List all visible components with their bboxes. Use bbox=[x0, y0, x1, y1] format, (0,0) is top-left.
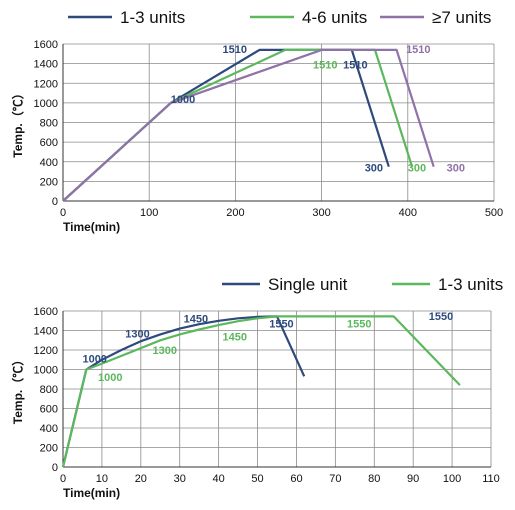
y-tick-label: 1200 bbox=[34, 78, 58, 90]
y-tick-label: 1400 bbox=[34, 59, 58, 71]
chart-2: 0 10 20 30 40 50 60 70 80 90 100 110 0 200 400 600 800 10… bbox=[10, 275, 503, 500]
series-line-2 bbox=[61, 315, 461, 468]
y-tick-label: 200 bbox=[40, 443, 58, 455]
x-tick-label: 60 bbox=[290, 473, 302, 485]
y-tick-label: 1000 bbox=[34, 365, 58, 377]
series-line-1 bbox=[62, 48, 390, 202]
data-label: 300 bbox=[365, 163, 383, 175]
x-tick-label: 70 bbox=[329, 473, 341, 485]
legend-label: 1-3 units bbox=[438, 275, 503, 294]
x-tick-label: 500 bbox=[485, 207, 503, 219]
legend-label: ≥7 units bbox=[432, 8, 491, 27]
y-axis-label: Temp.（℃） bbox=[10, 87, 25, 157]
data-label: 1000 bbox=[98, 372, 122, 384]
chart-1: 0 100 200 300 400 500 0 200 400 600 800 1000 1200 140… bbox=[10, 8, 503, 234]
x-tick-label: 200 bbox=[226, 207, 244, 219]
y-tick-label: 200 bbox=[40, 176, 58, 188]
data-label: 1450 bbox=[184, 314, 208, 326]
x-tick-label: 300 bbox=[312, 207, 330, 219]
data-label: 1000 bbox=[82, 354, 106, 366]
data-label: 1510 bbox=[222, 44, 246, 56]
x-tick-label: 20 bbox=[135, 473, 147, 485]
x-tick-label: 50 bbox=[251, 473, 263, 485]
data-label: 1550 bbox=[347, 319, 371, 331]
y-tick-label: 1600 bbox=[34, 39, 58, 51]
y-tick-label: 600 bbox=[40, 404, 58, 416]
series-line-1 bbox=[61, 315, 306, 468]
y-tick-label: 600 bbox=[40, 137, 58, 149]
x-tick-label: 0 bbox=[60, 473, 66, 485]
x-tick-label: 90 bbox=[407, 473, 419, 485]
series-line-3 bbox=[62, 48, 435, 202]
data-label: 1510 bbox=[406, 44, 430, 56]
data-label: 300 bbox=[408, 163, 426, 175]
x-tick-label: 0 bbox=[60, 207, 66, 219]
data-label: 1550 bbox=[429, 311, 453, 323]
y-axis-label: Temp.（℃） bbox=[10, 354, 25, 424]
data-label: 1510 bbox=[313, 60, 337, 72]
x-tick-label: 30 bbox=[174, 473, 186, 485]
data-label: 1300 bbox=[125, 328, 149, 340]
data-label: 1300 bbox=[152, 345, 176, 357]
data-label: 300 bbox=[447, 163, 465, 175]
legend-label: 4-6 units bbox=[302, 8, 367, 27]
y-tick-label: 1600 bbox=[34, 306, 58, 318]
x-axis-label: Time(min) bbox=[63, 486, 120, 500]
y-tick-label: 800 bbox=[40, 118, 58, 130]
legend-label: Single unit bbox=[268, 275, 348, 294]
x-tick-label: 100 bbox=[140, 207, 158, 219]
y-tick-label: 1200 bbox=[34, 345, 58, 357]
y-tick-label: 400 bbox=[40, 423, 58, 435]
x-tick-label: 40 bbox=[213, 473, 225, 485]
data-label: 1450 bbox=[223, 331, 247, 343]
y-tick-label: 400 bbox=[40, 157, 58, 169]
data-label: 1510 bbox=[343, 60, 367, 72]
legend-label: 1-3 units bbox=[120, 8, 185, 27]
x-tick-label: 10 bbox=[96, 473, 108, 485]
x-tick-label: 110 bbox=[482, 473, 500, 485]
y-tick-label: 800 bbox=[40, 384, 58, 396]
y-tick-label: 1000 bbox=[34, 98, 58, 110]
x-axis-label: Time(min) bbox=[63, 220, 120, 234]
data-label: 1000 bbox=[171, 94, 195, 106]
x-tick-label: 80 bbox=[368, 473, 380, 485]
y-tick-label: 0 bbox=[52, 462, 58, 474]
data-label: 1550 bbox=[269, 319, 293, 331]
x-tick-label: 100 bbox=[443, 473, 461, 485]
y-tick-label: 1400 bbox=[34, 326, 58, 338]
y-tick-label: 0 bbox=[52, 196, 58, 208]
x-tick-label: 400 bbox=[399, 207, 417, 219]
